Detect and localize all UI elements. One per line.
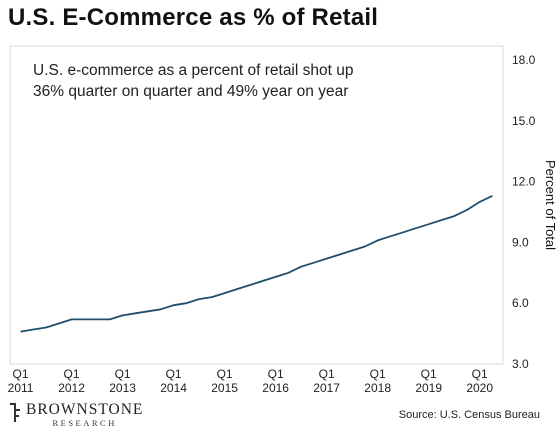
logo-subtitle: RESEARCH [52, 418, 117, 428]
x-tick-quarter: Q1 [370, 367, 386, 381]
chart-title: U.S. E-Commerce as % of Retail [8, 4, 379, 31]
x-tick-year: 2018 [364, 381, 391, 395]
x-tick-year: 2017 [313, 381, 340, 395]
brand-logo: BROWNSTONE RESEARCH [8, 402, 143, 428]
annotation-line-2: 36% quarter on quarter and 49% year on y… [33, 83, 349, 100]
x-tick-quarter: Q1 [319, 367, 335, 381]
x-tick-quarter: Q1 [472, 367, 488, 381]
series-line [20, 194, 493, 333]
x-tick-year: 2011 [8, 381, 34, 395]
source-note: Source: U.S. Census Bureau [398, 409, 540, 421]
y-tick-label: 6.0 [512, 296, 529, 310]
x-tick-quarter: Q1 [166, 367, 182, 381]
x-tick-year: 2012 [58, 381, 85, 395]
y-tick-label: 18.0 [512, 53, 536, 67]
x-tick-quarter: Q1 [115, 367, 131, 381]
plot-frame [9, 45, 504, 365]
y-axis: 3.0 6.0 9.0 12.0 15.0 18.0 [512, 53, 536, 371]
y-tick-label: 3.0 [512, 357, 529, 371]
x-tick-year: 2020 [466, 381, 493, 395]
x-tick-year: 2014 [160, 381, 187, 395]
x-tick-year: 2019 [415, 381, 442, 395]
x-tick-quarter: Q1 [64, 367, 80, 381]
x-tick-year: 2013 [109, 381, 136, 395]
annotation: U.S. e-commerce as a percent of retail s… [33, 60, 353, 102]
x-tick-year: 2015 [211, 381, 238, 395]
x-tick-quarter: Q1 [217, 367, 233, 381]
y-tick-label: 15.0 [512, 114, 536, 128]
logo-wordmark: BROWNSTONE [26, 401, 144, 418]
annotation-line-1: U.S. e-commerce as a percent of retail s… [33, 62, 354, 79]
y-tick-label: 12.0 [512, 175, 536, 189]
y-tick-label: 9.0 [512, 235, 529, 249]
brownstone-logo-icon [10, 403, 20, 422]
x-tick-quarter: Q1 [421, 367, 437, 381]
x-tick-year: 2016 [262, 381, 289, 395]
y-axis-label: Percent of Total [543, 160, 558, 250]
x-tick-quarter: Q1 [268, 367, 284, 381]
x-axis: Q12011Q12012Q12013Q12014Q12015Q12016Q120… [8, 367, 494, 395]
x-tick-quarter: Q1 [13, 367, 29, 381]
